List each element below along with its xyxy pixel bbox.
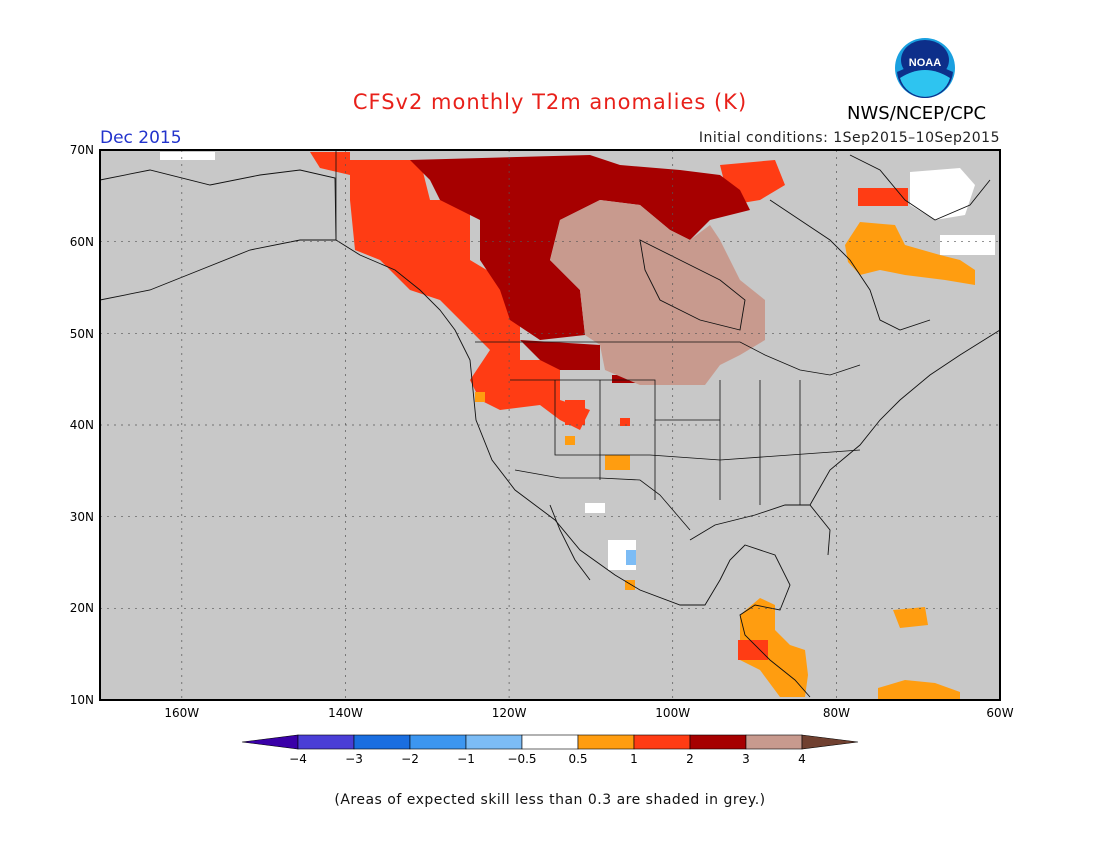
lat-label: 50N [70,327,94,341]
anomaly-cell-nm [605,455,630,470]
legend-swatch [633,734,691,750]
lat-label: 70N [70,143,94,157]
legend-swatch [353,734,411,750]
anomaly-region-1to2-west [350,160,590,430]
legend-swatch [297,734,355,750]
legend-swatch [577,734,635,750]
anomaly-shading [160,152,995,700]
border-states-2 [554,380,721,461]
legend-label: 1 [630,752,638,766]
map-frame [99,149,1001,701]
border-states-1 [510,379,720,421]
border-us-mexico [514,469,691,531]
coastline-gulf [689,504,831,556]
neutral-cell-mexico [585,503,605,513]
legend-swatch [409,734,467,750]
lon-label: 60W [986,706,1013,720]
skill-footnote: (Areas of expected skill less than 0.3 a… [334,792,766,808]
noaa-logo: NOAA [895,38,955,98]
anomaly-region-2to3-border [520,340,600,370]
legend-label: −2 [401,752,419,766]
lat-label: 20N [70,601,94,615]
coastline-alaska-south [99,239,336,301]
legend-label: 2 [686,752,694,766]
anomaly-cell-az [565,436,575,445]
noaa-logo-text: NOAA [909,57,941,69]
legend-swatch [689,734,747,750]
anomaly-region-1to2-central-america [738,640,768,660]
lat-labels: 70N 60N 50N 40N 30N 20N 10N [70,143,94,707]
coastline-hudson [639,239,746,331]
lat-label: 10N [70,693,94,707]
lon-label: 120W [492,706,527,720]
neutral-region-greenland [910,168,975,220]
chart-title: CFSv2 monthly T2m anomalies (K) [352,90,748,114]
anomaly-cell-negative [626,550,636,565]
legend-swatch [745,734,803,750]
lon-label: 140W [328,706,363,720]
anomaly-cell-colorado [620,418,630,426]
graticule [100,150,1000,700]
anomaly-cell-utah [565,400,585,425]
coastline-labrador [769,199,931,331]
neutral-region-arctic [160,152,215,160]
coastline-greenland [849,154,991,221]
lon-labels: 160W 140W 120W 100W 80W 60W [164,706,1013,720]
anomaly-region-05to1-caribbean [893,607,928,628]
anomaly-region-3to4-central [550,200,765,385]
lon-label: 100W [655,706,690,720]
lat-label: 60N [70,235,94,249]
legend-swatch [521,734,579,750]
anomaly-region-2to3-north [410,155,750,340]
anomaly-region-05to1-south [878,680,960,700]
map-area: 70N 60N 50N 40N 30N 20N 10N 160W 140W 12… [70,143,1014,720]
legend-label: −4 [289,752,307,766]
legend-arrow-high [801,734,859,750]
lat-label: 40N [70,418,94,432]
initial-conditions: Initial conditions: 1Sep2015–10Sep2015 [698,130,1000,146]
forecast-period: Dec 2015 [100,128,182,148]
legend-arrow-low [241,734,299,750]
lat-label: 30N [70,510,94,524]
coastline-baja [549,504,591,581]
org-label: NWS/NCEP/CPC [847,103,987,124]
neutral-region-east [940,235,995,255]
lon-label: 80W [823,706,850,720]
legend-label: −3 [345,752,363,766]
coastlines [99,154,1001,698]
anomaly-region-1to2-greenland [858,188,908,206]
legend-label: 3 [742,752,750,766]
legend-label: −1 [457,752,475,766]
anomaly-region-05to1-central-america [740,598,808,697]
legend-swatch [465,734,523,750]
border-us-canada [475,341,861,376]
coastline-east [809,329,1001,506]
anomaly-cell-or [475,392,485,402]
anomaly-region-1to2-top [310,152,350,175]
lon-label: 160W [164,706,199,720]
anomaly-cell-mexico-south [625,580,635,590]
legend-label: 4 [798,752,806,766]
legend-label: 0.5 [568,752,587,766]
color-legend: −4 −3 −2 −1 −0.5 0.5 1 2 3 4 [241,734,859,766]
anomaly-region-05to1-labrador [845,222,975,285]
legend-label: −0.5 [507,752,536,766]
